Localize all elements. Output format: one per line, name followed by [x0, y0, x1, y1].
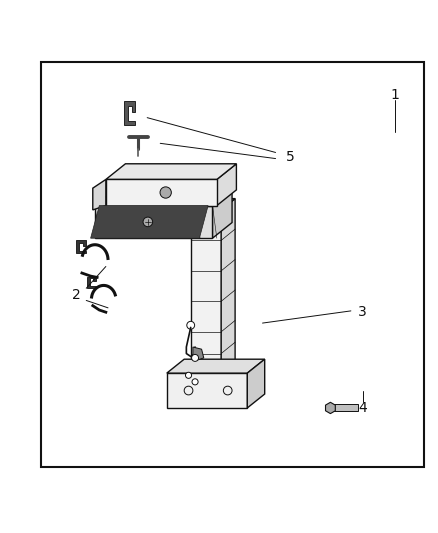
Polygon shape: [191, 199, 235, 210]
Circle shape: [187, 321, 194, 329]
Polygon shape: [95, 206, 212, 238]
Polygon shape: [247, 359, 265, 408]
Polygon shape: [191, 210, 221, 384]
Circle shape: [160, 187, 171, 198]
Polygon shape: [91, 206, 208, 238]
Text: 1: 1: [391, 87, 400, 102]
Circle shape: [185, 372, 191, 378]
Polygon shape: [93, 180, 106, 210]
Polygon shape: [77, 240, 86, 253]
Polygon shape: [124, 101, 135, 125]
Polygon shape: [193, 347, 204, 360]
Circle shape: [143, 217, 152, 227]
Polygon shape: [167, 373, 247, 408]
Polygon shape: [212, 190, 232, 238]
Polygon shape: [95, 190, 232, 206]
Text: 5: 5: [286, 150, 295, 164]
Polygon shape: [106, 164, 237, 180]
Circle shape: [191, 354, 198, 361]
Polygon shape: [332, 405, 358, 411]
Polygon shape: [167, 359, 265, 373]
Polygon shape: [221, 199, 235, 384]
Text: 3: 3: [358, 305, 367, 319]
Polygon shape: [325, 402, 336, 414]
Text: 4: 4: [358, 401, 367, 415]
Polygon shape: [217, 164, 237, 206]
Circle shape: [192, 379, 198, 385]
Polygon shape: [88, 277, 96, 287]
Text: 2: 2: [72, 288, 81, 302]
Polygon shape: [106, 180, 217, 206]
